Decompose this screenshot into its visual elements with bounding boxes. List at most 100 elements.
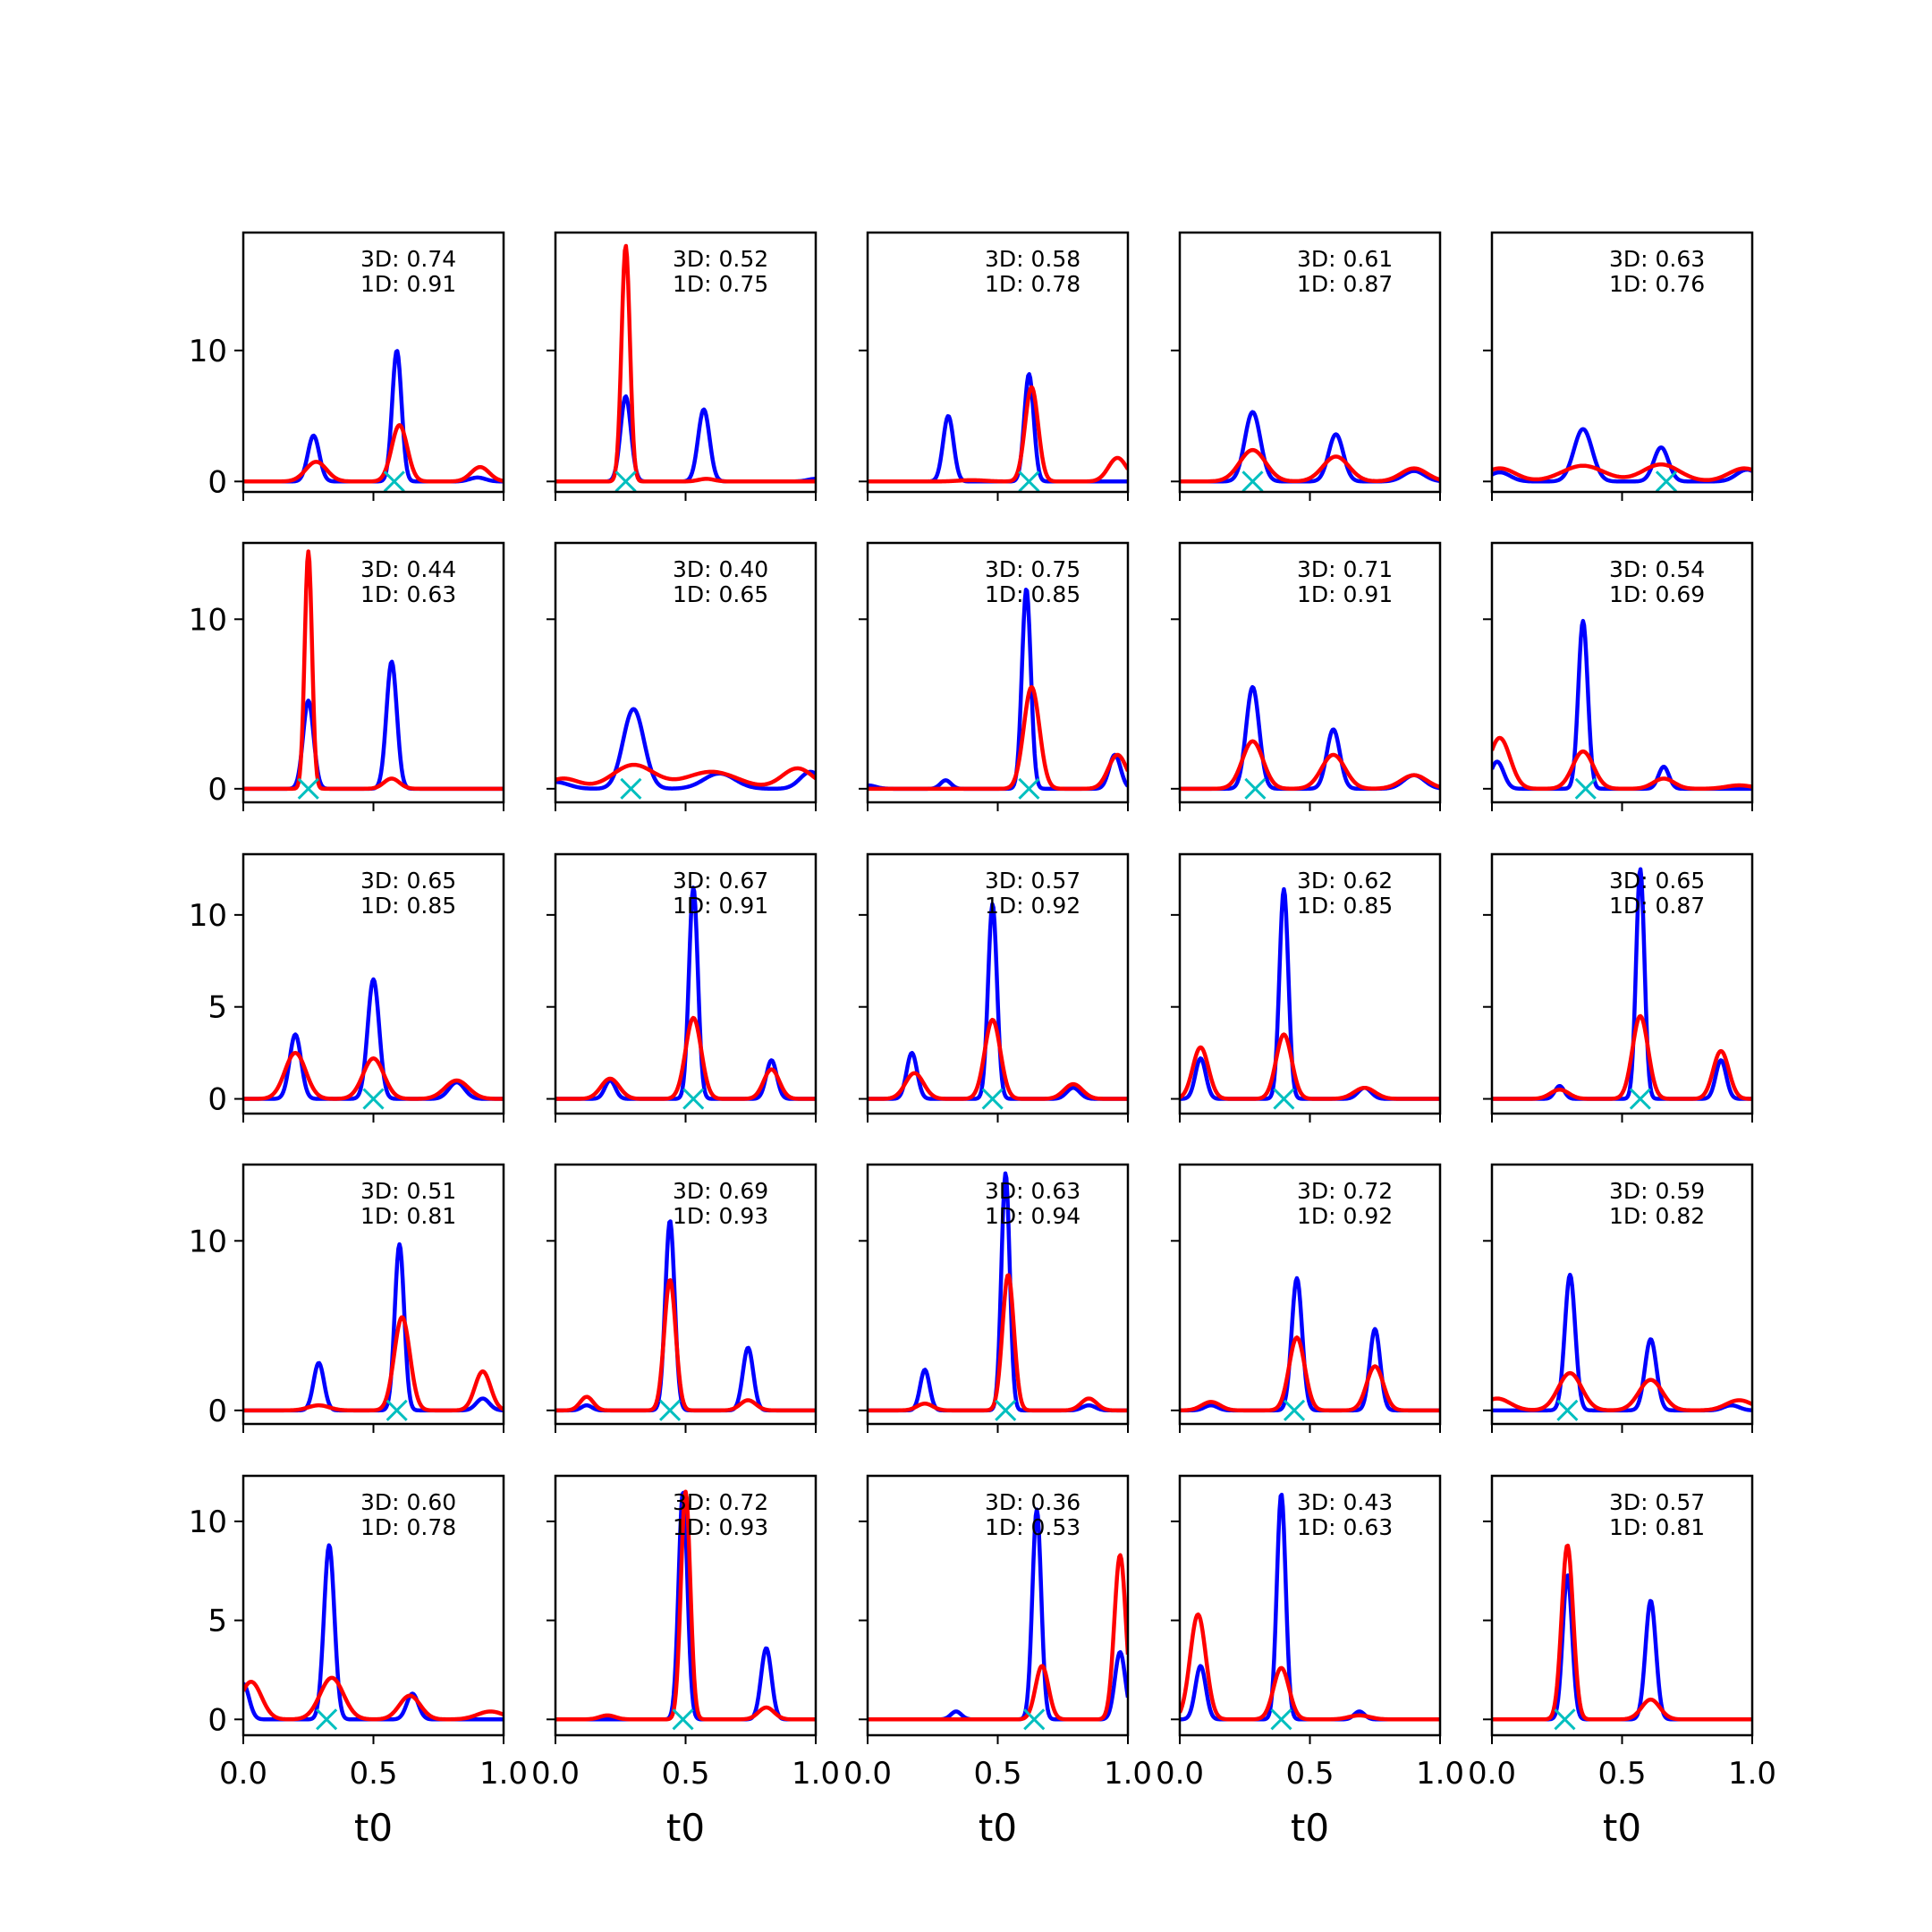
annotation-1d: 1D: 0.82 xyxy=(1609,1203,1705,1229)
x-marker xyxy=(1273,1088,1295,1110)
series-red-line xyxy=(243,1315,504,1413)
annotation-3d: 3D: 0.72 xyxy=(1297,1178,1393,1204)
annotation-3d: 3D: 0.62 xyxy=(1297,868,1393,894)
plot-area xyxy=(1180,886,1440,1110)
annotation-1d: 1D: 0.92 xyxy=(985,893,1080,919)
series-blue-line xyxy=(555,1490,816,1722)
series-red-line xyxy=(868,684,1128,792)
plot-area xyxy=(1492,1272,1752,1421)
plot-area xyxy=(555,707,816,800)
x-tick-label: 1.0 xyxy=(479,1756,528,1792)
series-blue-line xyxy=(243,977,504,1101)
x-marker xyxy=(981,1088,1004,1110)
series-red-line xyxy=(868,385,1128,484)
series-red-line xyxy=(555,762,816,787)
plot-area xyxy=(1180,410,1440,492)
series-red-line xyxy=(1492,1370,1752,1413)
x-tick-label: 0.5 xyxy=(661,1756,709,1792)
annotation-1d: 1D: 0.91 xyxy=(360,271,456,297)
plot-area xyxy=(868,372,1128,492)
annotation-3d: 3D: 0.57 xyxy=(1609,1489,1705,1515)
y-tick-label: 10 xyxy=(189,898,227,934)
annotation-3d: 3D: 0.65 xyxy=(360,868,456,894)
plot-area xyxy=(555,1489,816,1731)
y-tick-label: 10 xyxy=(189,334,227,369)
annotation-1d: 1D: 0.76 xyxy=(1609,271,1705,297)
x-marker xyxy=(386,1399,408,1421)
annotation-3d: 3D: 0.69 xyxy=(673,1178,768,1204)
series-blue-line xyxy=(243,1241,504,1413)
annotation-1d: 1D: 0.91 xyxy=(673,893,768,919)
x-marker xyxy=(1283,1399,1306,1421)
x-marker xyxy=(362,1088,385,1110)
plot-area xyxy=(868,1507,1128,1731)
series-blue-line xyxy=(1492,1573,1752,1722)
annotation-1d: 1D: 0.94 xyxy=(985,1203,1080,1229)
annotation-3d: 3D: 0.40 xyxy=(673,556,768,582)
annotation-1d: 1D: 0.85 xyxy=(985,581,1080,607)
y-tick-label: 10 xyxy=(189,1504,227,1540)
series-red-line xyxy=(555,1489,816,1722)
annotation-3d: 3D: 0.59 xyxy=(1609,1178,1705,1204)
plot-area xyxy=(243,1543,504,1731)
plot-area xyxy=(243,977,504,1110)
annotation-3d: 3D: 0.60 xyxy=(360,1489,456,1515)
series-blue-line xyxy=(868,902,1128,1101)
x-marker xyxy=(620,777,642,800)
x-marker xyxy=(1556,1399,1579,1421)
series-red-line xyxy=(555,243,816,484)
plot-area xyxy=(868,902,1128,1110)
annotation-3d: 3D: 0.51 xyxy=(360,1178,456,1204)
series-red-line xyxy=(555,1278,816,1413)
annotation-3d: 3D: 0.65 xyxy=(1609,868,1705,894)
series-blue-line xyxy=(1180,684,1440,792)
annotation-3d: 3D: 0.54 xyxy=(1609,556,1705,582)
x-tick-label: 0.0 xyxy=(219,1756,267,1792)
annotation-1d: 1D: 0.81 xyxy=(1609,1514,1705,1540)
series-red-line xyxy=(1180,1032,1440,1101)
plot-area xyxy=(1180,1275,1440,1421)
y-tick-label: 0 xyxy=(208,1702,227,1738)
annotation-3d: 3D: 0.71 xyxy=(1297,556,1393,582)
series-blue-line xyxy=(868,588,1128,792)
series-red-line xyxy=(555,1015,816,1101)
annotation-1d: 1D: 0.78 xyxy=(360,1514,456,1540)
plot-area xyxy=(1180,684,1440,800)
annotation-3d: 3D: 0.72 xyxy=(673,1489,768,1515)
y-tick-label: 5 xyxy=(208,1604,227,1640)
x-tick-label: 1.0 xyxy=(1728,1756,1776,1792)
x-marker xyxy=(1018,470,1040,492)
plot-area xyxy=(1492,618,1752,800)
x-marker xyxy=(682,1088,705,1110)
series-blue-line xyxy=(243,659,504,792)
series-blue-line xyxy=(1492,618,1752,792)
series-red-line xyxy=(868,1017,1128,1101)
x-tick-label: 0.5 xyxy=(1285,1756,1334,1792)
series-red-line xyxy=(1492,462,1752,482)
annotation-1d: 1D: 0.81 xyxy=(360,1203,456,1229)
y-tick-label: 0 xyxy=(208,1082,227,1118)
series-blue-line xyxy=(555,707,816,792)
series-blue-line xyxy=(555,886,816,1101)
plot-area xyxy=(1492,1543,1752,1731)
series-red-line xyxy=(1180,1612,1440,1722)
series-red-line xyxy=(243,549,504,792)
x-marker xyxy=(383,470,405,492)
annotation-3d: 3D: 0.63 xyxy=(985,1178,1080,1204)
annotation-3d: 3D: 0.52 xyxy=(673,246,768,272)
